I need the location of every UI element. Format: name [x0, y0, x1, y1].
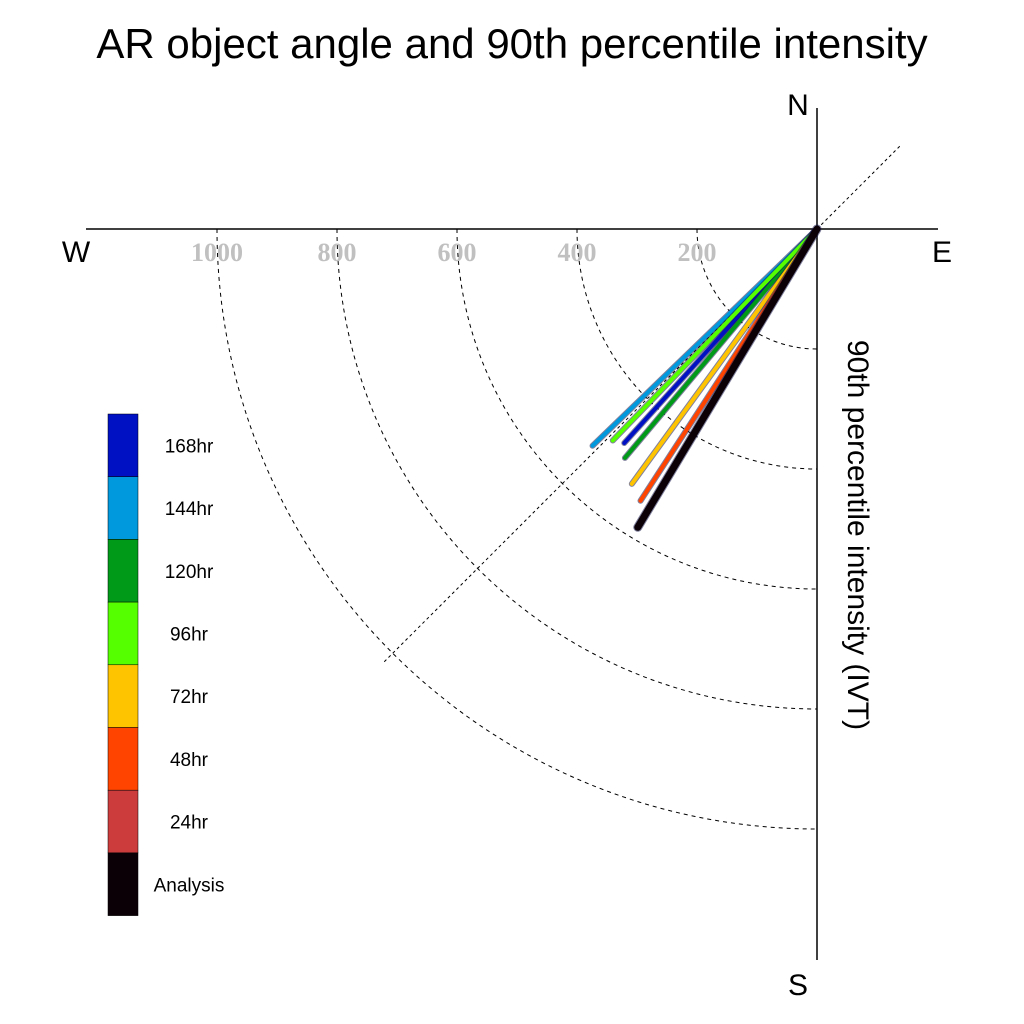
legend-swatch-24hr — [107, 789, 139, 854]
tick-label-800: 800 — [318, 238, 357, 267]
compass-axes — [86, 108, 938, 960]
legend-swatch-120hr — [107, 539, 139, 603]
compass-north: N — [787, 89, 809, 122]
chart-title: AR object angle and 90th percentile inte… — [96, 20, 927, 67]
tick-label-600: 600 — [438, 238, 477, 267]
legend-label-168hr: 168hr — [165, 436, 214, 457]
radial-tick-labels: 200 400 600 800 1000 — [191, 238, 717, 267]
tick-label-1000: 1000 — [191, 238, 243, 267]
vector-120hr — [622, 227, 819, 460]
legend-swatch-96hr — [107, 601, 139, 666]
radial-ring-400 — [576, 228, 818, 470]
reference-diagonal — [383, 143, 903, 663]
legend-swatch-48hr — [107, 727, 139, 791]
legend-label-24hr: 24hr — [170, 813, 209, 834]
legend-label-analysis: Analysis — [154, 875, 225, 896]
radial-ring-200 — [696, 228, 818, 350]
legend: 168hr 144hr 120hr 96hr 72hr 48hr 24hr Analysis — [107, 413, 225, 916]
legend-label-144hr: 144hr — [165, 499, 214, 520]
legend-label-48hr: 48hr — [170, 750, 209, 771]
legend-swatch-144hr — [107, 476, 139, 540]
series-vectors — [589, 224, 822, 532]
legend-label-72hr: 72hr — [170, 687, 209, 708]
vector-96hr — [610, 227, 819, 443]
legend-label-96hr: 96hr — [170, 624, 209, 645]
compass-south: S — [788, 969, 808, 1002]
compass-west: W — [62, 236, 91, 269]
compass-east: E — [932, 236, 952, 269]
vector-analysis — [634, 225, 821, 531]
radial-axis-label: 90th percentile intensity (IVT) — [841, 340, 874, 730]
tick-label-200: 200 — [678, 238, 717, 267]
legend-swatch-72hr — [107, 664, 139, 728]
legend-label-120hr: 120hr — [165, 562, 214, 583]
legend-swatch-168hr — [107, 413, 139, 477]
tick-label-400: 400 — [558, 238, 597, 267]
legend-swatch-analysis — [107, 852, 139, 916]
radial-ring-600 — [456, 228, 818, 590]
